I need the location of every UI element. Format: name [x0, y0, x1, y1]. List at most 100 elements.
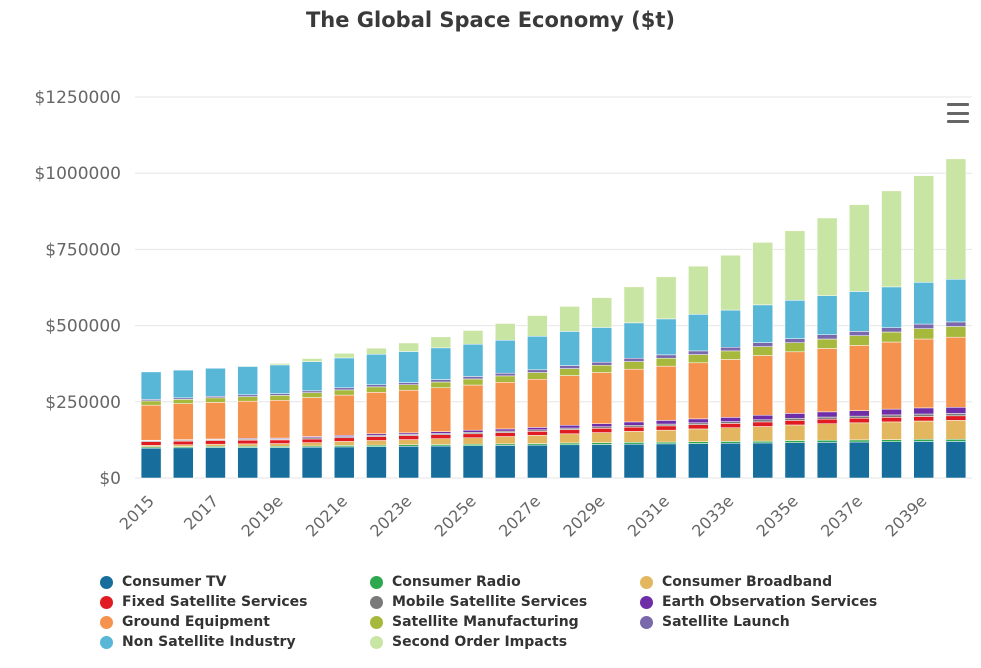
bar-segment[interactable] [334, 353, 355, 359]
bar-segment[interactable] [430, 379, 452, 383]
bar-segment[interactable] [720, 309, 741, 348]
bar-segment[interactable] [527, 444, 548, 479]
bar-segment[interactable] [720, 359, 741, 418]
bar-segment[interactable] [366, 347, 387, 355]
bar-segment[interactable] [269, 393, 291, 396]
legend-item[interactable]: Consumer Broadband [640, 572, 910, 592]
bar-segment[interactable] [913, 328, 934, 340]
bar-segment[interactable] [688, 362, 709, 420]
bar-segment[interactable] [591, 364, 613, 373]
bar-segment[interactable] [366, 446, 387, 479]
bar-segment[interactable] [784, 424, 806, 441]
bar-segment[interactable] [301, 397, 323, 437]
bar-segment[interactable] [398, 435, 419, 440]
bar-segment[interactable] [623, 443, 645, 479]
bar-segment[interactable] [334, 357, 355, 389]
bar-segment[interactable] [688, 424, 709, 430]
bar-segment[interactable] [269, 447, 291, 479]
bar-segment[interactable] [881, 439, 902, 442]
bar-segment[interactable] [398, 382, 419, 385]
bar-segment[interactable] [655, 365, 677, 421]
bar-segment[interactable] [398, 446, 419, 479]
bar-segment[interactable] [462, 445, 484, 479]
bar-segment[interactable] [301, 361, 323, 392]
bar-segment[interactable] [205, 402, 226, 440]
bar-segment[interactable] [623, 368, 645, 423]
bar-segment[interactable] [623, 426, 645, 432]
bar-segment[interactable] [688, 350, 709, 355]
bar-segment[interactable] [784, 440, 806, 443]
bar-segment[interactable] [881, 441, 902, 479]
bar-segment[interactable] [559, 442, 580, 446]
bar-segment[interactable] [205, 440, 226, 445]
bar-segment[interactable] [655, 441, 677, 445]
bar-segment[interactable] [237, 447, 258, 479]
bar-segment[interactable] [462, 343, 484, 377]
bar-segment[interactable] [237, 365, 258, 367]
bar-segment[interactable] [205, 447, 226, 479]
bar-segment[interactable] [945, 326, 967, 338]
bar-segment[interactable] [945, 336, 967, 408]
bar-segment[interactable] [623, 322, 645, 359]
bar-segment[interactable] [849, 415, 870, 419]
bar-segment[interactable] [720, 417, 741, 422]
bar-segment[interactable] [720, 346, 741, 352]
bar-segment[interactable] [462, 378, 484, 386]
bar-segment[interactable] [140, 404, 162, 441]
bar-segment[interactable] [334, 389, 355, 396]
bar-segment[interactable] [881, 286, 902, 328]
bar-segment[interactable] [881, 341, 902, 410]
bar-segment[interactable] [398, 389, 419, 434]
bar-segment[interactable] [591, 372, 613, 425]
bar-segment[interactable] [430, 387, 452, 432]
legend-item[interactable]: Non Satellite Industry [100, 632, 370, 652]
bar-segment[interactable] [945, 279, 967, 323]
bar-segment[interactable] [655, 429, 677, 443]
bar-segment[interactable] [559, 331, 580, 366]
bar-segment[interactable] [816, 334, 838, 340]
bar-segment[interactable] [559, 375, 580, 426]
bar-segment[interactable] [527, 315, 548, 337]
bar-segment[interactable] [269, 363, 291, 366]
bar-segment[interactable] [173, 369, 194, 399]
bar-segment[interactable] [655, 357, 677, 367]
bar-segment[interactable] [945, 441, 967, 479]
bar-segment[interactable] [301, 442, 323, 447]
bar-segment[interactable] [816, 442, 838, 479]
bar-segment[interactable] [881, 421, 902, 440]
bar-segment[interactable] [623, 442, 645, 445]
bar-segment[interactable] [269, 443, 291, 447]
bar-segment[interactable] [752, 442, 773, 479]
bar-segment[interactable] [140, 447, 162, 479]
bar-segment[interactable] [752, 421, 773, 427]
bar-segment[interactable] [398, 342, 419, 352]
bar-segment[interactable] [398, 351, 419, 383]
bar-segment[interactable] [269, 439, 291, 444]
bar-segment[interactable] [881, 408, 902, 416]
bar-segment[interactable] [494, 445, 516, 479]
bar-segment[interactable] [623, 425, 645, 428]
bar-segment[interactable] [430, 347, 452, 380]
bar-segment[interactable] [559, 444, 580, 479]
bar-segment[interactable] [623, 357, 645, 362]
bar-segment[interactable] [173, 403, 194, 440]
bar-segment[interactable] [945, 439, 967, 442]
bar-segment[interactable] [849, 441, 870, 479]
bar-segment[interactable] [334, 394, 355, 436]
bar-segment[interactable] [559, 433, 580, 444]
bar-segment[interactable] [688, 441, 709, 444]
bar-segment[interactable] [913, 420, 934, 440]
bar-segment[interactable] [784, 300, 806, 339]
bar-segment[interactable] [720, 441, 741, 444]
bar-segment[interactable] [366, 436, 387, 441]
bar-segment[interactable] [494, 375, 516, 383]
bar-segment[interactable] [237, 443, 258, 447]
bar-segment[interactable] [945, 413, 967, 417]
bar-segment[interactable] [269, 400, 291, 439]
bar-segment[interactable] [301, 390, 323, 393]
bar-segment[interactable] [816, 423, 838, 441]
bar-segment[interactable] [591, 361, 613, 366]
bar-segment[interactable] [816, 418, 838, 424]
bar-segment[interactable] [688, 418, 709, 424]
bar-segment[interactable] [784, 351, 806, 414]
